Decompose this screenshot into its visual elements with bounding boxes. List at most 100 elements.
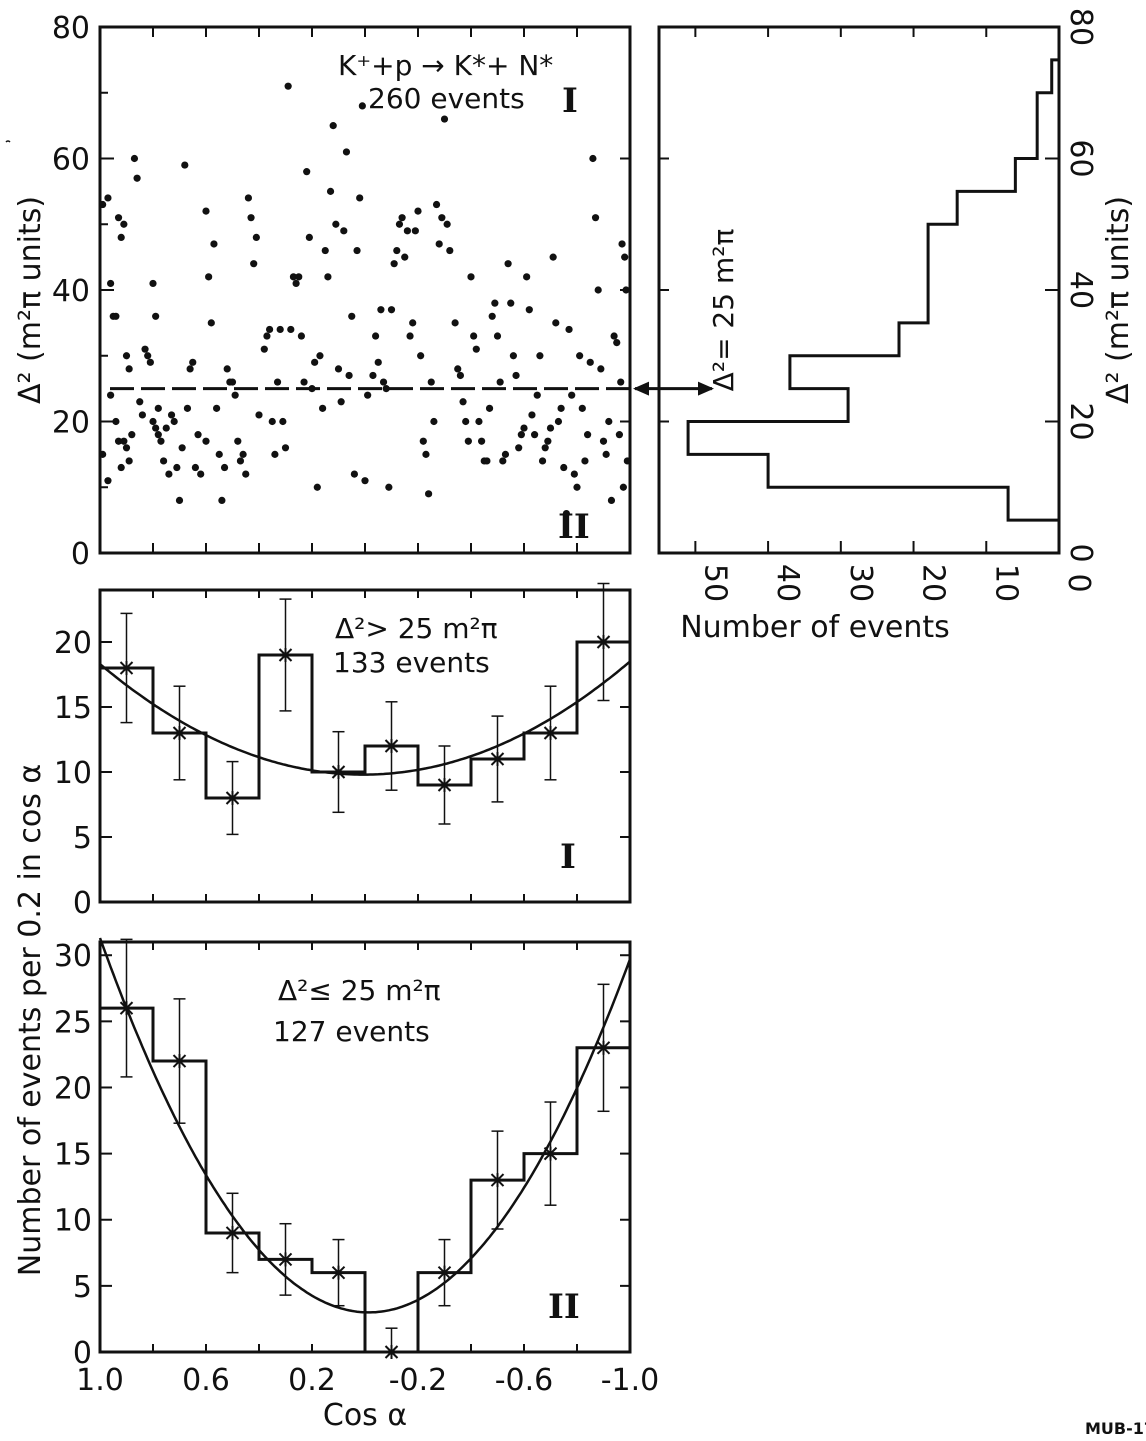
dist-I-data-marker bbox=[172, 726, 187, 740]
scatter-point bbox=[393, 246, 401, 255]
scatter-point bbox=[152, 312, 160, 320]
scatter-point bbox=[509, 352, 517, 360]
scatter-event-count: 260 events bbox=[368, 82, 525, 115]
dist-I-histogram bbox=[100, 640, 630, 800]
scatter-point bbox=[573, 483, 581, 491]
dist-II-y-tick-label: 10 bbox=[54, 1204, 92, 1239]
scatter-point bbox=[451, 319, 459, 327]
scatter-point bbox=[194, 431, 202, 439]
scatter-point bbox=[622, 286, 630, 294]
scatter-point bbox=[329, 122, 337, 130]
scatter-point bbox=[390, 260, 398, 268]
dist-I-y-tick-label: 10 bbox=[54, 756, 92, 791]
scatter-point bbox=[427, 378, 435, 386]
scatter-point bbox=[289, 273, 298, 281]
scatter-point bbox=[504, 260, 512, 268]
scatter-point bbox=[385, 483, 393, 491]
scatter-region-II-label: II bbox=[558, 507, 590, 547]
scatter-point bbox=[287, 325, 295, 334]
scatter-point bbox=[202, 207, 210, 215]
scatter-point bbox=[295, 273, 303, 281]
scatter-point bbox=[324, 273, 332, 281]
scatter-point bbox=[446, 246, 454, 255]
dist-II-data-marker bbox=[543, 1146, 558, 1161]
projection-x-tick-label: 20 bbox=[916, 564, 951, 602]
scatter-point bbox=[99, 200, 107, 209]
scatter-point bbox=[305, 233, 313, 241]
projection-x-tick-label: 0 bbox=[1061, 573, 1096, 592]
projection-x-axis-title: Number of events bbox=[680, 610, 950, 645]
projection-histogram bbox=[686, 27, 1061, 553]
scatter-point bbox=[607, 496, 616, 504]
scatter-point bbox=[581, 457, 589, 465]
dist-II-texts: Δ²≤ 25 m²π 127 events II Number of event… bbox=[13, 764, 580, 1433]
scatter-point bbox=[186, 365, 194, 373]
reaction-label: K⁺+p → K*+ N* bbox=[338, 49, 553, 82]
scatter-point bbox=[374, 358, 382, 366]
scatter-point bbox=[292, 279, 300, 288]
scatter-point bbox=[372, 332, 380, 340]
scatter-point bbox=[364, 391, 372, 399]
scatter-point bbox=[485, 404, 494, 412]
dist-I-data-marker bbox=[225, 791, 240, 805]
scatter-point bbox=[432, 200, 441, 209]
scatter-point bbox=[470, 332, 478, 340]
scatter-point bbox=[255, 411, 263, 419]
dist-II-y-tick-label: 5 bbox=[73, 1270, 92, 1305]
figure-id: MUB-1762 bbox=[1085, 1419, 1146, 1438]
scatter-region-I-label: I bbox=[562, 81, 578, 121]
scatter-point bbox=[617, 378, 625, 386]
scatter-point bbox=[576, 352, 584, 360]
threshold-arrowhead-left bbox=[633, 381, 649, 396]
scatter-point bbox=[462, 417, 470, 426]
scatter-y-tick-label: 20 bbox=[52, 406, 90, 441]
scatter-point bbox=[435, 240, 443, 248]
scatter-point bbox=[610, 332, 618, 340]
scatter-point bbox=[234, 437, 242, 445]
scatter-point bbox=[191, 463, 199, 472]
scatter-point bbox=[411, 227, 419, 235]
scatter-point bbox=[197, 470, 205, 478]
scatter-point bbox=[350, 470, 358, 478]
scatter-point bbox=[173, 463, 181, 472]
scatter-point bbox=[107, 279, 115, 288]
projection-y-tick-label: 60 bbox=[1063, 139, 1098, 177]
dist-I-data-marker bbox=[331, 765, 346, 779]
scatter-point bbox=[122, 444, 131, 452]
scatter-point bbox=[382, 385, 390, 393]
scatter-point bbox=[549, 253, 557, 261]
scatter-point bbox=[210, 240, 218, 248]
scatter-point bbox=[345, 371, 353, 380]
scatter-point bbox=[568, 391, 576, 399]
scatter-point bbox=[379, 378, 388, 386]
dist-I-data-marker bbox=[119, 661, 134, 675]
scatter-point bbox=[114, 437, 123, 445]
scatter-point bbox=[189, 358, 197, 366]
scatter-point bbox=[133, 174, 141, 182]
scatter-point bbox=[467, 273, 475, 281]
scatter-point bbox=[157, 437, 165, 445]
scatter-point bbox=[430, 417, 438, 426]
scatter-point bbox=[263, 332, 271, 340]
scatter-point bbox=[536, 352, 544, 360]
dist-y-axis-title: Number of events per 0.2 in cos α bbox=[13, 764, 48, 1276]
scatter-point bbox=[160, 457, 168, 465]
scatter-point bbox=[605, 417, 613, 426]
scatter-texts: K⁺+p → K*+ N* 260 events I II Δ² (m²π un… bbox=[13, 49, 740, 547]
scatter-point bbox=[541, 444, 549, 452]
dist-II-data-marker bbox=[384, 1345, 399, 1359]
scatter-point bbox=[202, 437, 210, 445]
scatter-point bbox=[440, 115, 449, 123]
dist-II-data-marker bbox=[437, 1265, 452, 1280]
dist-II-region-label: II bbox=[548, 1287, 580, 1327]
dist-II-y-tick-label: 30 bbox=[54, 939, 92, 974]
scatter-point bbox=[144, 352, 152, 360]
scatter-point bbox=[165, 470, 173, 478]
scatter-point bbox=[562, 509, 571, 518]
projection-y-tick-label: 20 bbox=[1063, 402, 1098, 440]
dist-I-event-count: 133 events bbox=[333, 646, 490, 679]
dist-I-region-label: I bbox=[560, 837, 576, 877]
scatter-point bbox=[538, 457, 547, 465]
dist-I-y-tick-label: 15 bbox=[54, 691, 92, 726]
threshold-label: Δ²= 25 m²π bbox=[707, 229, 740, 392]
